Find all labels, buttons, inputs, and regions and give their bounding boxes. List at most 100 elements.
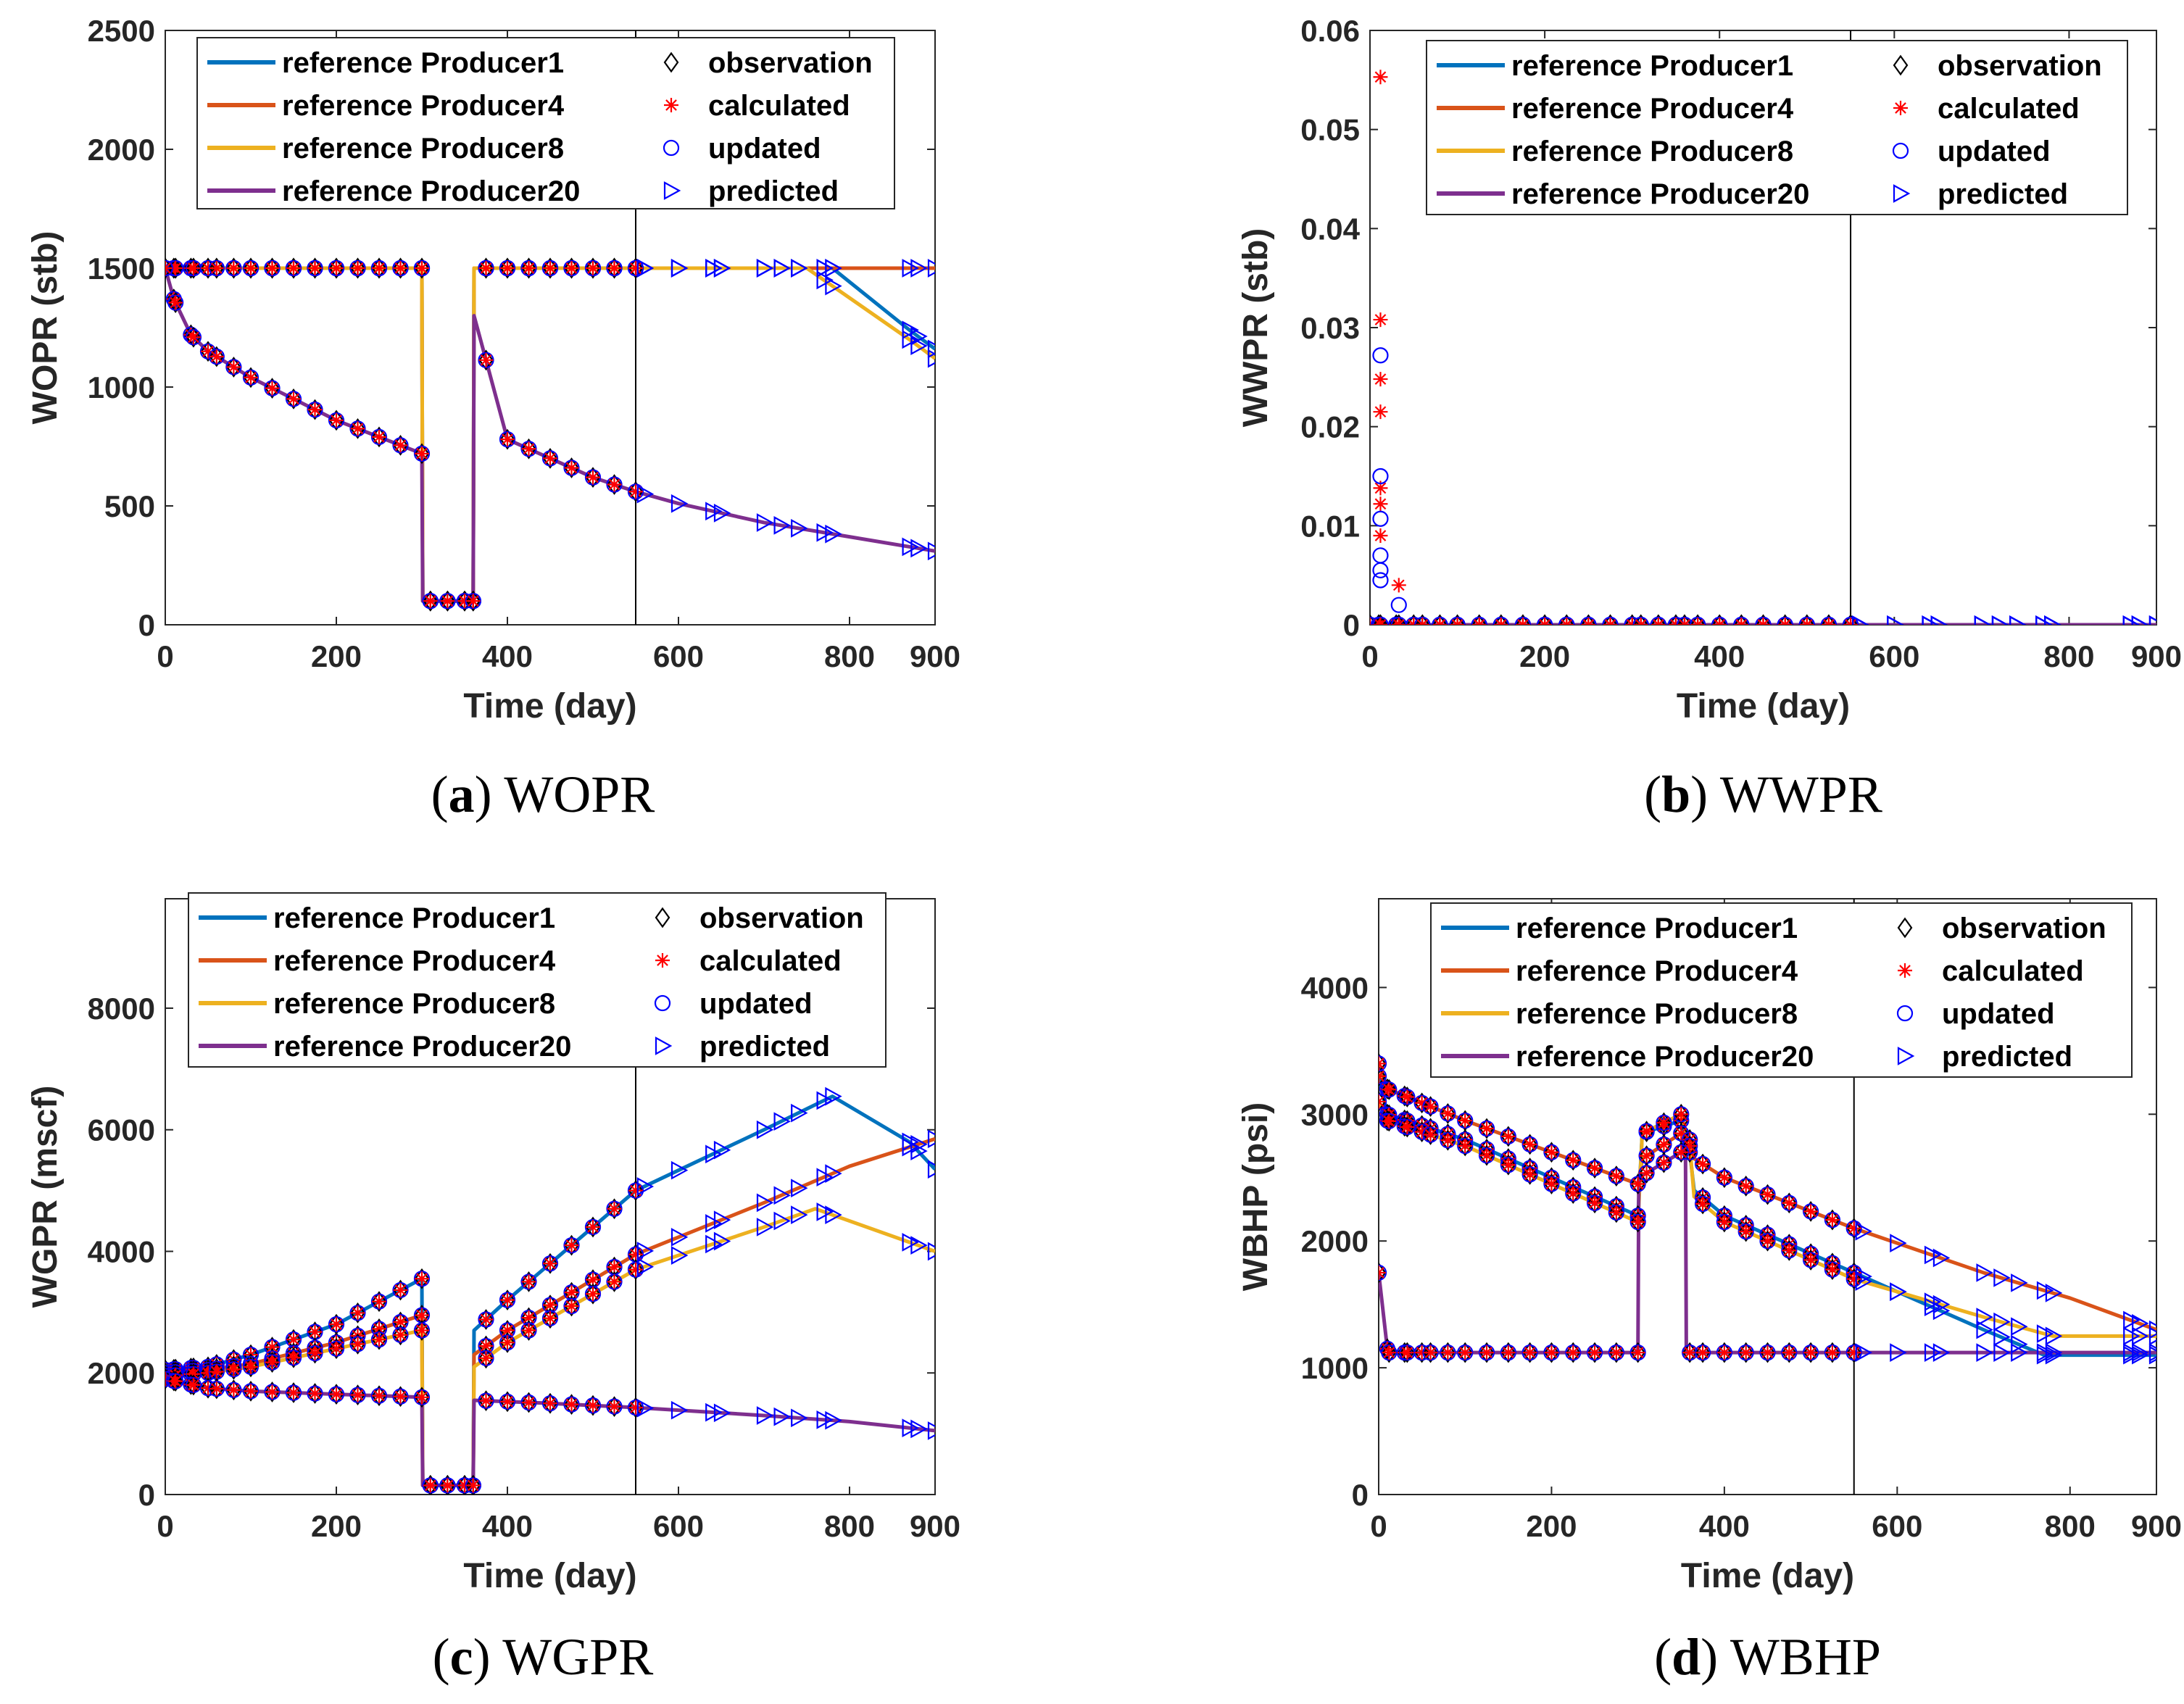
y-tick-label: 0	[138, 1478, 155, 1512]
legend-marker-label: calculated	[1938, 93, 2080, 125]
calculated-marker	[1379, 1056, 1386, 1071]
legend-line-label: reference Producer20	[1516, 1041, 1814, 1073]
panel-caption: (d) WBHP	[1654, 1628, 1881, 1686]
observation-marker	[371, 1291, 387, 1313]
legend-line-label: reference Producer1	[273, 902, 555, 934]
observation-marker	[607, 1271, 622, 1292]
observation-marker	[1756, 614, 1771, 625]
legend-marker-label: calculated	[708, 90, 850, 122]
calculated-marker	[226, 1362, 241, 1377]
calculated-marker	[521, 1310, 536, 1326]
calculated-marker	[1391, 578, 1406, 593]
plot-contents	[165, 30, 935, 625]
x-tick-label: 200	[311, 1509, 362, 1543]
caption-title: WWPR	[1720, 765, 1882, 823]
calculated-marker	[1738, 1179, 1753, 1194]
observation-marker	[1656, 1152, 1672, 1173]
y-axis: 0 0.01 0.02 0.03 0.04 0.05 0.06	[1300, 14, 2156, 642]
legend: reference Producer1 reference Producer4 re…	[1430, 902, 2133, 1078]
predicted-marker	[2011, 1317, 2028, 1337]
caption-title: WGPR	[502, 1628, 653, 1686]
x-tick-label: 0	[157, 1509, 173, 1543]
predicted-marker	[816, 1168, 834, 1187]
calculated-marker	[168, 261, 183, 275]
predicted-marker	[756, 1120, 774, 1139]
calculated-marker	[543, 1297, 557, 1313]
calculated-marker	[1373, 496, 1388, 512]
calculated-marker	[1803, 1252, 1819, 1268]
calculated-marker	[372, 1388, 386, 1403]
observation-marker	[499, 257, 515, 279]
legend-box	[196, 37, 895, 209]
y-tick-label: 0	[138, 608, 155, 642]
calculated-marker	[165, 261, 173, 275]
predicted-marker	[1924, 1292, 1942, 1312]
legend-marker-label: predicted	[708, 175, 839, 207]
observation-marker	[1373, 614, 1388, 625]
calculated-marker	[186, 261, 201, 275]
observation-marker	[478, 1309, 494, 1330]
predicted-marker	[636, 1177, 655, 1196]
calculated-marker	[628, 1183, 643, 1198]
y-tick-label: 500	[104, 489, 155, 523]
legend-box	[1426, 40, 2128, 215]
plot-contents	[165, 899, 935, 1495]
predicted-marker	[927, 1421, 935, 1440]
observation-marker	[371, 1329, 387, 1350]
observation-marker	[328, 1338, 344, 1360]
legend-line-label: reference Producer20	[1511, 178, 1809, 210]
legend-line-label: reference Producer20	[273, 1031, 571, 1063]
legend-marker-label: observation	[1938, 50, 2102, 82]
calculated-marker	[1824, 1262, 1840, 1277]
calculated-marker	[1373, 372, 1388, 387]
observation-marker	[1803, 1201, 1819, 1222]
observation-marker	[1630, 1342, 1646, 1363]
observation-marker	[478, 1347, 494, 1369]
predicted-marker	[791, 518, 808, 538]
observation-marker	[1803, 1250, 1819, 1271]
calculated-marker	[478, 1339, 494, 1354]
y-axis-label: WWPR (stb)	[1237, 228, 1275, 428]
predicted-marker	[2009, 615, 2027, 625]
predicted-marker	[670, 1228, 689, 1247]
legend-marker-label: observation	[708, 47, 873, 79]
observation-marker	[1630, 1211, 1646, 1233]
x-tick-label: 0	[1370, 1509, 1387, 1543]
observation-marker	[1565, 1183, 1581, 1205]
observation-marker	[393, 1279, 408, 1301]
calculated-marker	[543, 1256, 557, 1271]
calculated-marker	[201, 261, 215, 275]
legend-marker-calculated	[664, 98, 678, 112]
legend-marker-label: predicted	[699, 1031, 830, 1063]
calculated-marker	[415, 1271, 429, 1287]
observation-marker	[1630, 1173, 1646, 1194]
calculated-marker	[1400, 1089, 1415, 1105]
predicted-marker	[705, 502, 723, 521]
observation-marker	[1379, 1262, 1387, 1284]
predicted-marker	[773, 259, 791, 278]
calculated-marker	[1587, 1195, 1603, 1210]
calculated-marker	[628, 1262, 643, 1277]
predicted-marker	[1993, 1268, 2011, 1287]
observation-marker	[628, 1397, 644, 1418]
legend-marker-calculated	[1898, 963, 1912, 978]
y-tick-label: 0	[1343, 608, 1360, 642]
y-tick-label: 6000	[88, 1113, 155, 1147]
calculated-marker	[1581, 618, 1596, 625]
predicted-marker	[902, 537, 919, 557]
calculated-marker	[521, 441, 536, 457]
calculated-marker	[1782, 1243, 1797, 1258]
predicted-marker	[713, 1210, 731, 1230]
calculated-marker	[1716, 1170, 1732, 1185]
calculated-marker	[586, 470, 600, 485]
updated-marker	[1372, 467, 1389, 485]
predicted-marker	[825, 1205, 842, 1225]
x-axis-label: Time (day)	[463, 687, 636, 726]
observation-marker	[165, 257, 173, 279]
observation-marker	[564, 1295, 579, 1317]
calculated-marker	[1587, 1160, 1603, 1176]
calculated-marker	[1603, 618, 1618, 625]
predicted-marker	[1993, 1343, 2011, 1362]
calculated-marker	[1630, 1214, 1645, 1229]
panel-caption: (b) WWPR	[1644, 765, 1882, 823]
